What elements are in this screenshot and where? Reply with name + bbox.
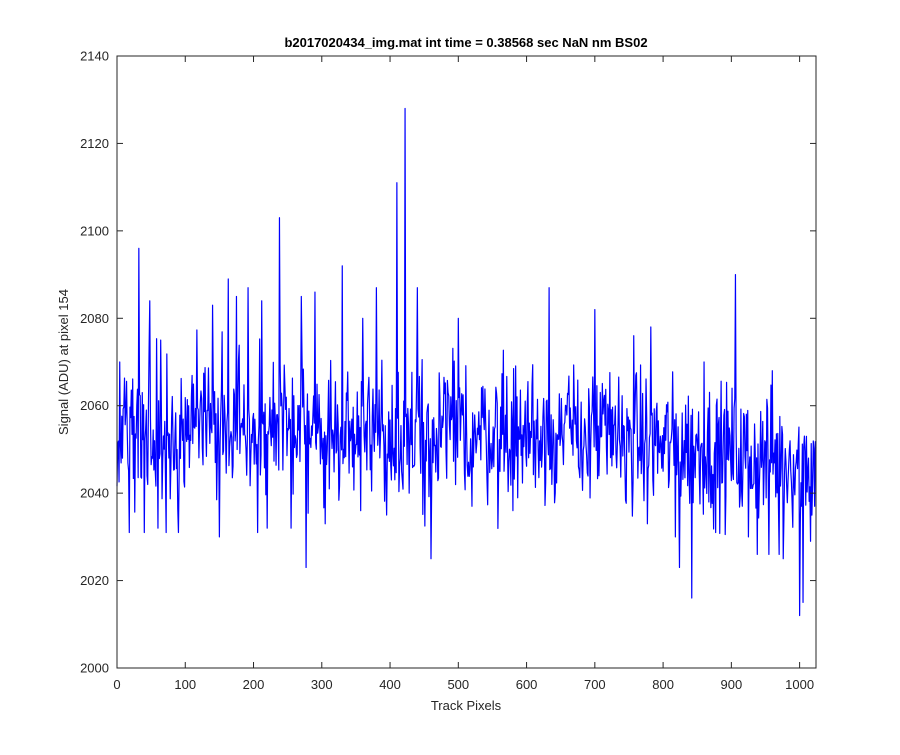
x-tick-label: 1000 [785,677,814,692]
axes-background [117,56,816,668]
x-tick-label: 600 [516,677,538,692]
x-tick-label: 300 [311,677,333,692]
x-tick-label: 800 [652,677,674,692]
plot-area [116,55,817,669]
y-axis-label: Signal (ADU) at pixel 154 [56,289,71,435]
y-tick-label: 2100 [80,223,109,238]
x-axis: 0 100 200 300 400 500 600 700 800 900 1000 [113,56,814,692]
x-tick-label: 0 [113,677,120,692]
x-tick-label: 500 [447,677,469,692]
x-tick-label: 100 [174,677,196,692]
x-axis-label: Track Pixels [431,698,502,713]
x-tick-label: 200 [243,677,265,692]
signal-series-line [116,107,817,617]
y-tick-label: 2140 [80,49,109,64]
x-tick-label: 400 [379,677,401,692]
chart-title: b2017020434_img.mat int time = 0.38568 s… [284,35,647,50]
series-group [116,107,817,617]
y-tick-label: 2080 [80,311,109,326]
x-tick-label: 700 [584,677,606,692]
y-tick-label: 2060 [80,398,109,413]
y-axis: 2000 2020 2040 2060 2080 2100 2120 2140 [80,49,816,676]
y-tick-label: 2120 [80,136,109,151]
y-tick-label: 2020 [80,573,109,588]
x-tick-label: 900 [721,677,743,692]
y-tick-label: 2040 [80,486,109,501]
y-tick-label: 2000 [80,661,109,676]
axes-box [116,55,817,669]
